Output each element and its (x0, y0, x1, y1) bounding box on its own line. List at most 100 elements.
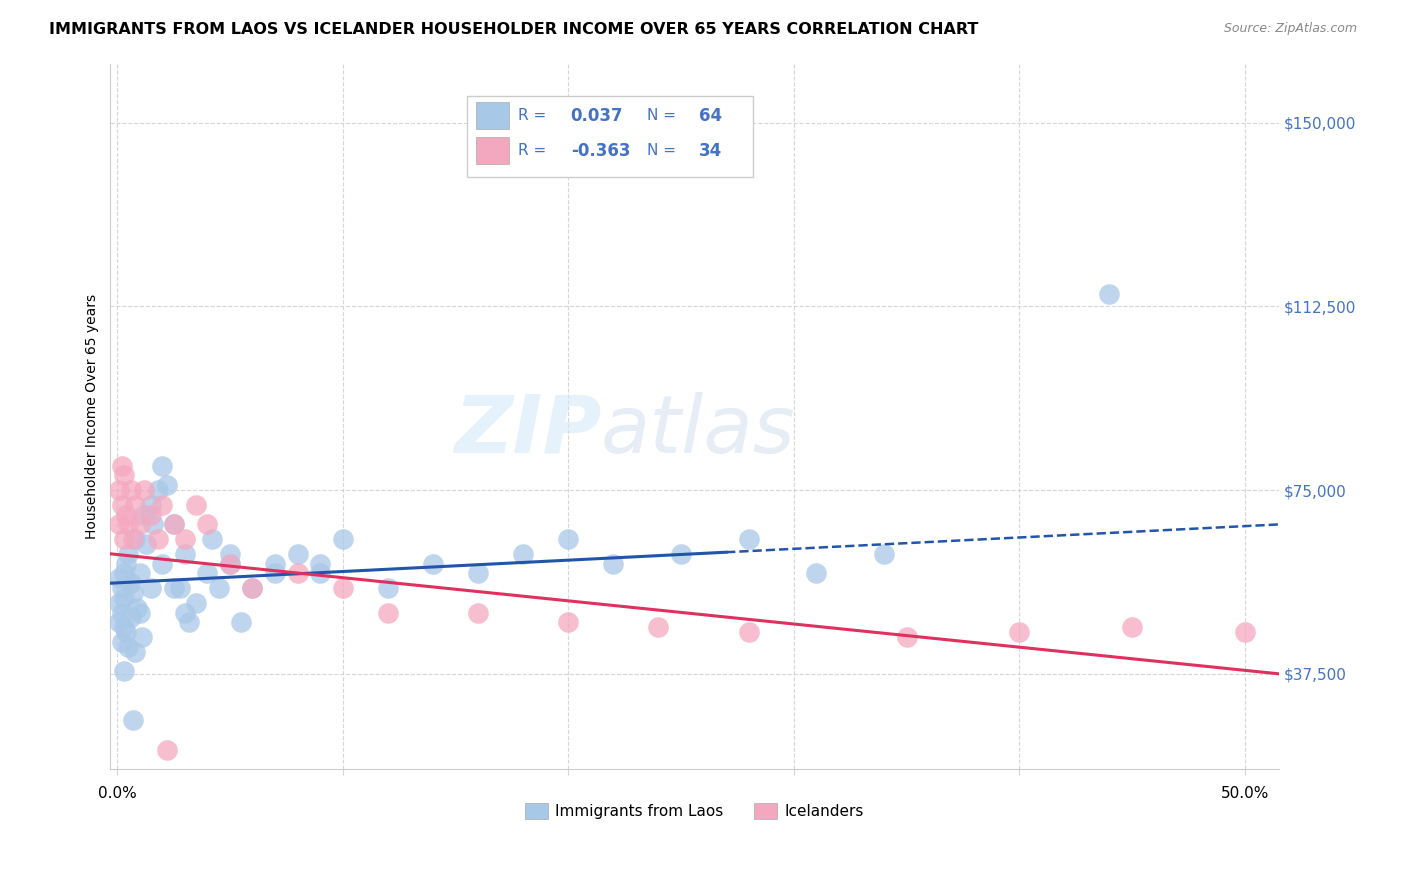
Point (142, 517, 165, 532)
Point (112, 566, 135, 581)
Point (150, 498, 173, 512)
Point (150, 557, 173, 571)
Point (377, 581, 399, 595)
Point (112, 468, 135, 483)
Point (111, 635, 134, 649)
Text: 0.0%: 0.0% (98, 787, 136, 801)
Text: R =: R = (519, 144, 551, 158)
Point (124, 645, 146, 659)
Text: R =: R = (519, 108, 551, 123)
Point (128, 517, 150, 532)
Legend: Immigrants from Laos, Icelanders: Immigrants from Laos, Icelanders (519, 797, 870, 825)
Point (128, 566, 150, 581)
Point (602, 557, 624, 571)
Point (134, 508, 156, 522)
Text: -0.363: -0.363 (571, 142, 630, 160)
Point (1233, 625, 1256, 640)
Text: atlas: atlas (600, 392, 796, 470)
Point (184, 498, 207, 512)
Point (120, 576, 142, 591)
Point (139, 508, 162, 522)
Point (377, 606, 399, 620)
Point (112, 591, 135, 605)
Point (162, 517, 184, 532)
Point (115, 625, 138, 640)
Point (173, 606, 195, 620)
Point (201, 532, 224, 546)
Point (162, 517, 184, 532)
Point (173, 547, 195, 561)
Point (264, 566, 287, 581)
Point (1121, 620, 1143, 634)
Point (219, 557, 242, 571)
Point (122, 532, 145, 546)
Bar (467, 95, 754, 177)
Text: 64: 64 (699, 106, 723, 125)
Bar (477, 137, 509, 164)
Point (120, 610, 142, 624)
Point (231, 615, 253, 630)
Point (156, 742, 179, 756)
Point (169, 581, 191, 595)
Point (1098, 287, 1121, 301)
Point (108, 571, 131, 585)
Point (139, 581, 162, 595)
Text: N =: N = (647, 144, 681, 158)
Point (737, 625, 759, 640)
Text: 34: 34 (699, 142, 723, 160)
Text: 50.0%: 50.0% (1220, 787, 1270, 801)
Point (242, 581, 264, 595)
Point (184, 596, 207, 610)
Point (467, 566, 489, 581)
Point (557, 615, 579, 630)
Point (208, 581, 231, 595)
Point (117, 640, 139, 654)
Point (896, 630, 918, 644)
Point (111, 581, 134, 595)
Point (557, 532, 579, 546)
Point (287, 566, 309, 581)
Point (179, 615, 201, 630)
Point (117, 547, 139, 561)
Point (115, 557, 138, 571)
Point (122, 714, 145, 728)
Point (122, 586, 145, 600)
Point (127, 600, 149, 615)
Point (131, 630, 153, 644)
Point (124, 532, 146, 546)
Point (112, 620, 135, 634)
Point (422, 557, 444, 571)
Point (112, 665, 135, 679)
Point (309, 566, 332, 581)
Point (108, 483, 131, 497)
Point (146, 532, 169, 546)
Point (197, 517, 219, 532)
Point (111, 498, 134, 512)
Point (111, 458, 134, 473)
Point (1008, 625, 1031, 640)
Text: 0.037: 0.037 (571, 106, 623, 125)
Point (139, 498, 162, 512)
Text: Source: ZipAtlas.com: Source: ZipAtlas.com (1223, 22, 1357, 36)
Point (111, 606, 134, 620)
Point (108, 596, 131, 610)
Point (287, 547, 309, 561)
Point (120, 483, 142, 497)
Point (112, 532, 135, 546)
Point (219, 547, 242, 561)
Point (806, 566, 828, 581)
Point (309, 557, 332, 571)
Point (737, 532, 759, 546)
Point (146, 483, 169, 497)
Point (156, 478, 179, 492)
Point (467, 606, 489, 620)
Point (197, 566, 219, 581)
Point (332, 581, 354, 595)
Point (108, 615, 131, 630)
Text: ZIP: ZIP (454, 392, 600, 470)
Y-axis label: Householder Income Over 65 years: Householder Income Over 65 years (86, 294, 100, 540)
Point (128, 606, 150, 620)
Point (242, 581, 264, 595)
Point (647, 620, 669, 634)
Point (124, 498, 146, 512)
